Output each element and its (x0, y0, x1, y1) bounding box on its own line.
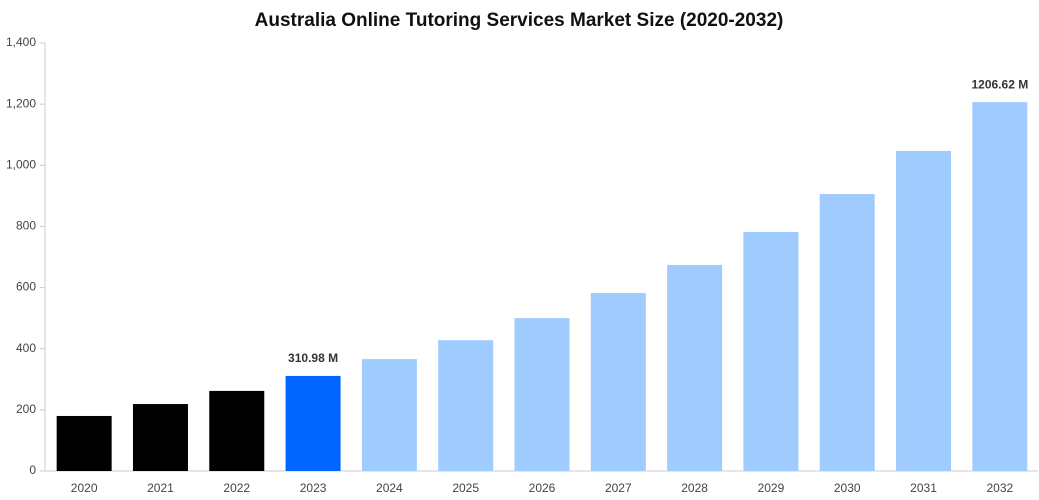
y-tick-label: 1,200 (6, 96, 36, 110)
bar (361, 359, 417, 471)
bar (56, 415, 112, 471)
y-tick-label: 600 (16, 280, 36, 294)
bar (896, 150, 952, 471)
bar (819, 194, 875, 471)
bar (438, 340, 494, 471)
x-tick-label: 2025 (452, 481, 479, 495)
bar (285, 375, 341, 471)
x-tick-label: 2026 (529, 481, 556, 495)
bar (972, 102, 1028, 472)
x-tick-label: 2021 (147, 481, 174, 495)
x-tick-label: 2022 (223, 481, 250, 495)
bar (667, 264, 723, 471)
y-tick-label: 1,000 (6, 157, 36, 171)
x-tick-label: 2030 (834, 481, 861, 495)
x-tick-label: 2023 (300, 481, 327, 495)
x-tick-label: 2029 (758, 481, 785, 495)
x-tick-label: 2031 (910, 481, 937, 495)
x-tick-label: 2024 (376, 481, 403, 495)
bar (209, 390, 265, 471)
y-tick-label: 1,400 (6, 35, 36, 49)
x-tick-label: 2028 (681, 481, 708, 495)
x-tick-label: 2032 (986, 481, 1013, 495)
bar (132, 404, 188, 471)
value-label: 310.98 M (288, 351, 338, 365)
bar (743, 231, 799, 471)
y-tick-label: 400 (16, 341, 36, 355)
y-tick-label: 200 (16, 402, 36, 416)
value-label: 1206.62 M (971, 77, 1028, 91)
x-tick-label: 2027 (605, 481, 632, 495)
y-tick-label: 0 (29, 463, 36, 477)
chart-title: Australia Online Tutoring Services Marke… (255, 10, 784, 31)
bar (590, 293, 646, 471)
x-tick-label: 2020 (71, 481, 98, 495)
bar (514, 318, 570, 471)
y-tick-label: 800 (16, 219, 36, 233)
